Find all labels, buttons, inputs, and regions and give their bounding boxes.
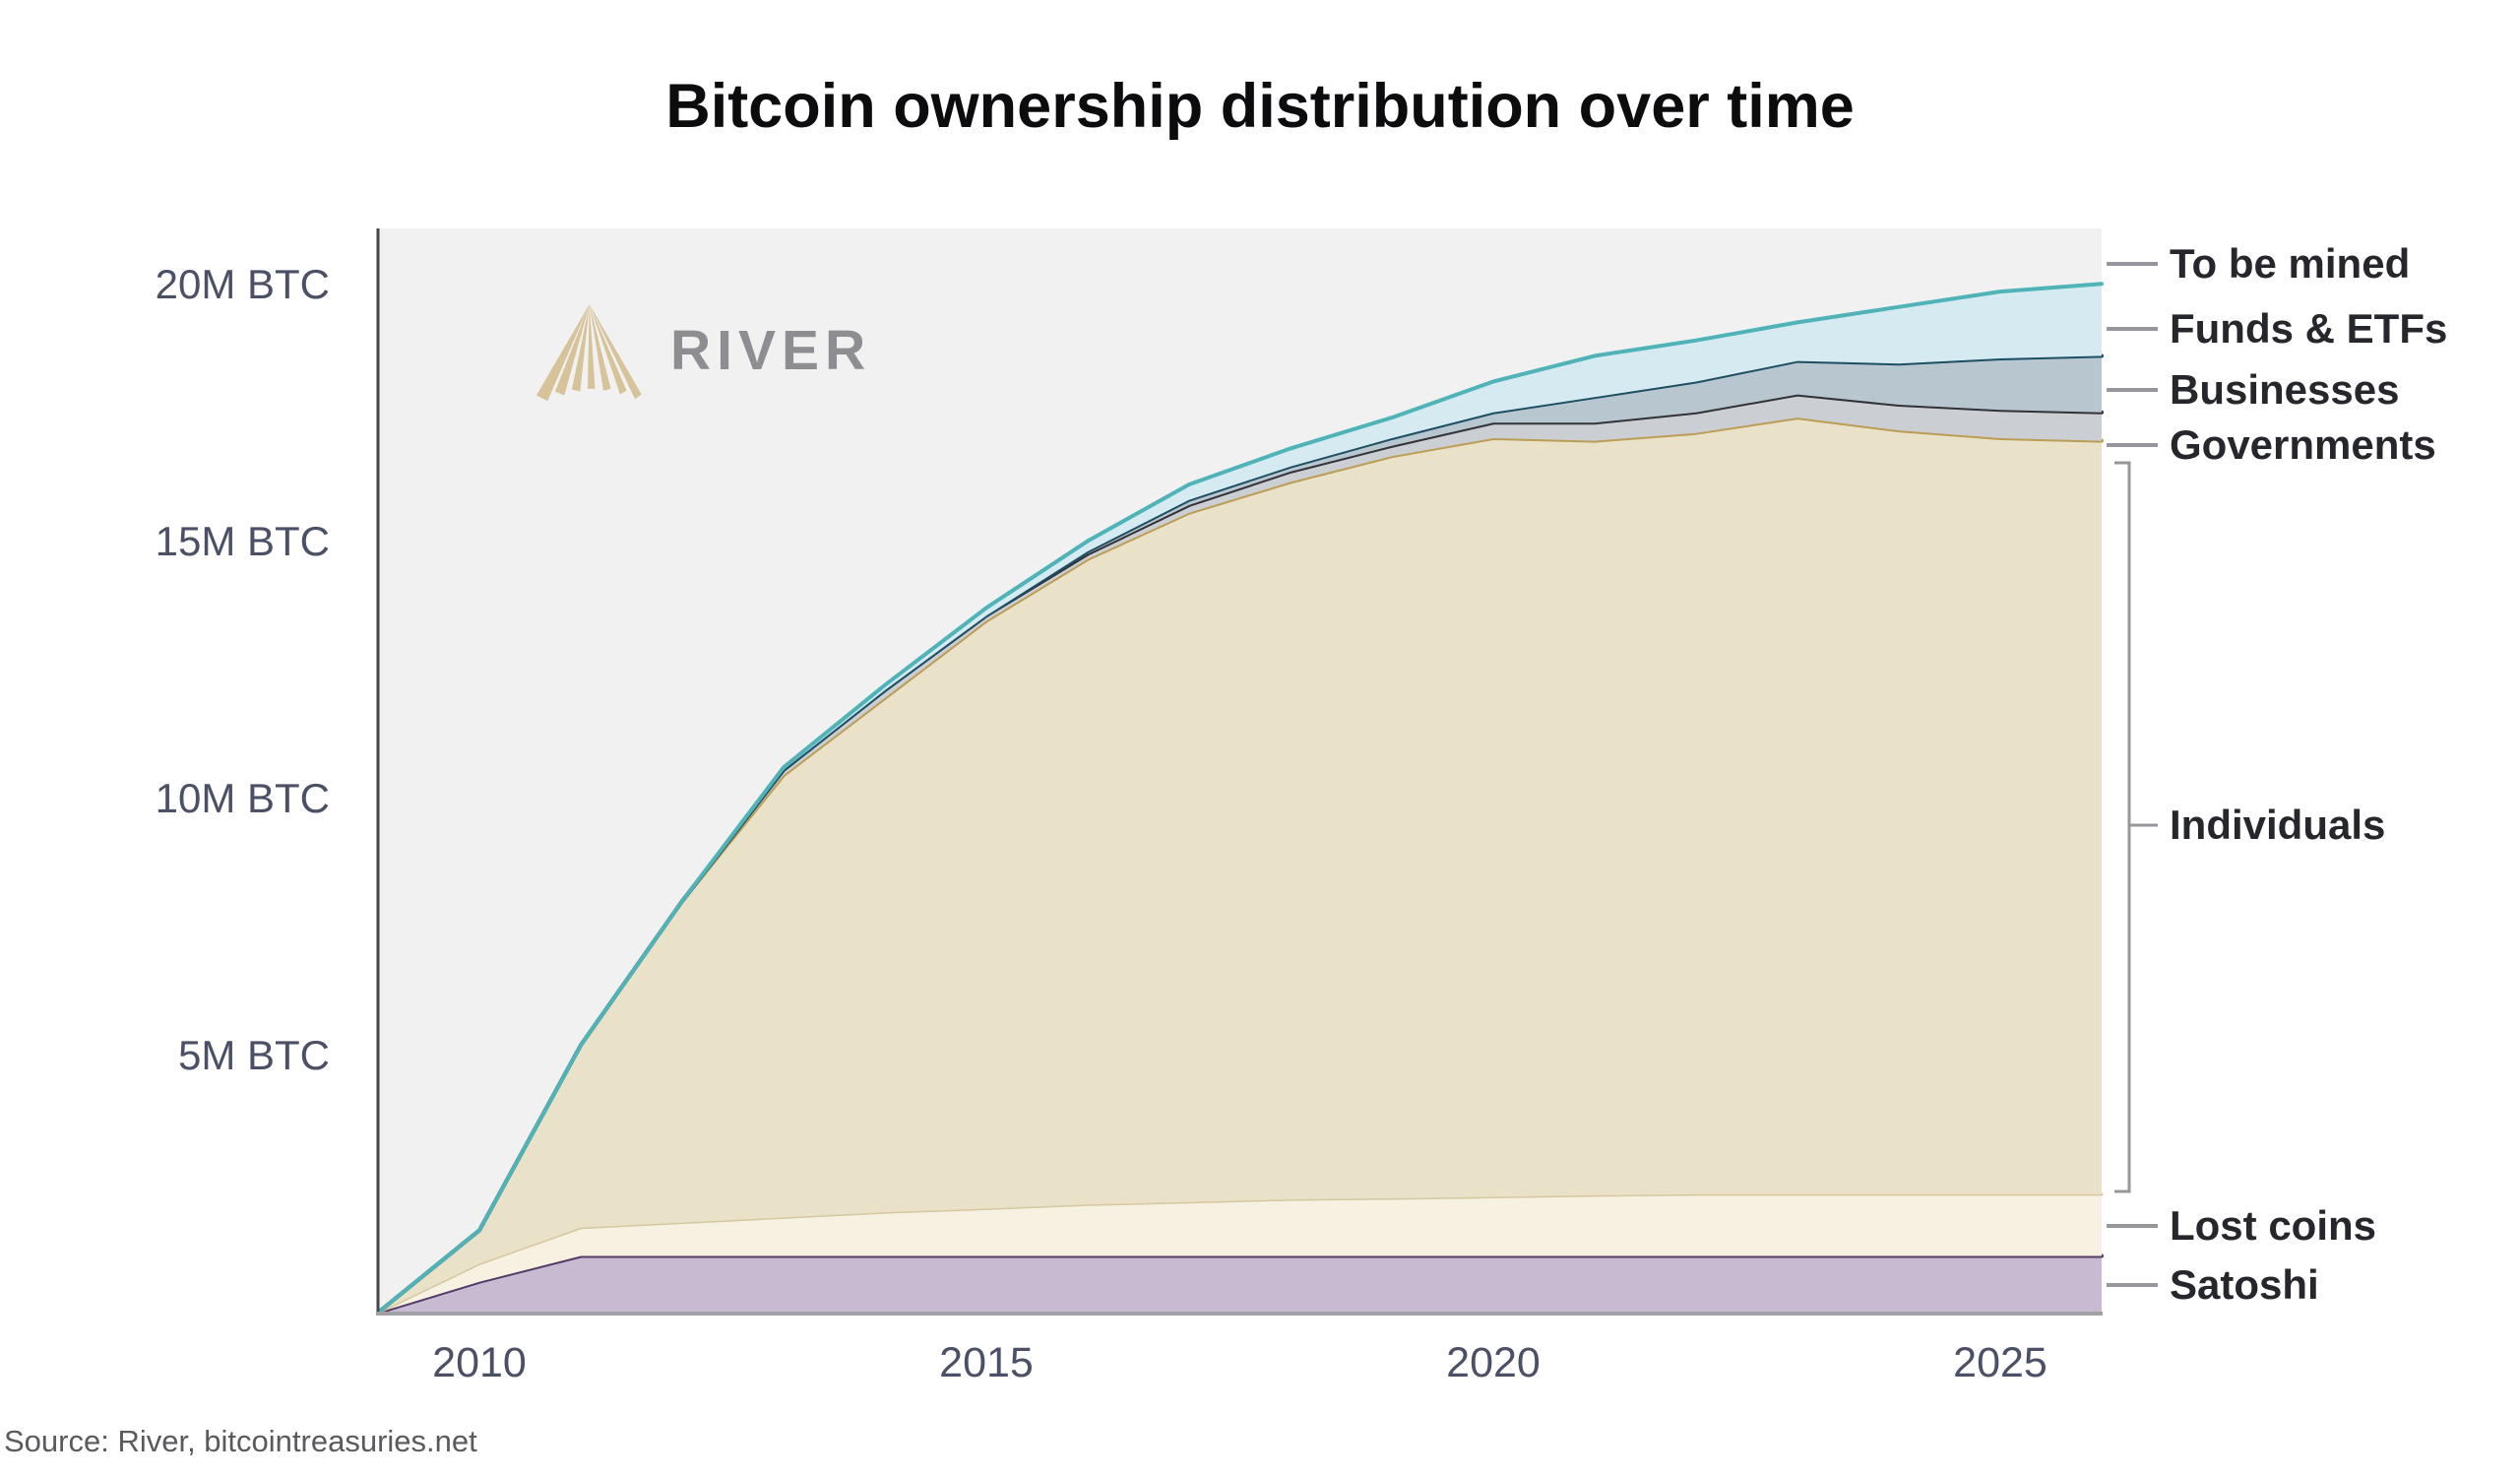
legend-label-satoshi: Satoshi bbox=[2170, 1261, 2319, 1308]
legend-bracket-individuals bbox=[2114, 461, 2158, 1193]
river-logo: RIVER bbox=[536, 291, 871, 415]
legend-label-individuals: Individuals bbox=[2170, 802, 2386, 848]
area-lost-coins bbox=[378, 1193, 2102, 1313]
x-tick-2015: 2015 bbox=[939, 1339, 1034, 1386]
river-rays-icon bbox=[536, 303, 642, 402]
y-tick-10m: 10M BTC bbox=[155, 775, 330, 821]
legend-label-to-be-mined: To be mined bbox=[2170, 240, 2411, 287]
x-tick-2010: 2010 bbox=[432, 1339, 527, 1386]
x-tick-2020: 2020 bbox=[1446, 1339, 1541, 1386]
y-tick-20m: 20M BTC bbox=[155, 261, 330, 307]
source-note: Source: River, bitcointreasuries.net bbox=[4, 1424, 477, 1458]
area-individuals bbox=[378, 418, 2102, 1314]
legend-label-funds-etfs: Funds & ETFs bbox=[2170, 305, 2448, 352]
area-satoshi bbox=[378, 1255, 2102, 1313]
y-tick-15m: 15M BTC bbox=[155, 518, 330, 564]
legend-label-businesses: Businesses bbox=[2170, 366, 2400, 413]
legend-label-lost-coins: Lost coins bbox=[2170, 1202, 2377, 1249]
river-logo-text: RIVER bbox=[670, 318, 872, 382]
legend-label-governments: Governments bbox=[2170, 421, 2436, 468]
y-tick-5m: 5M BTC bbox=[177, 1032, 330, 1078]
x-tick-2025: 2025 bbox=[1953, 1339, 2048, 1386]
line-funds-etfs-top bbox=[376, 282, 2104, 1315]
page-title: Bitcoin ownership distribution over time bbox=[665, 72, 1855, 141]
